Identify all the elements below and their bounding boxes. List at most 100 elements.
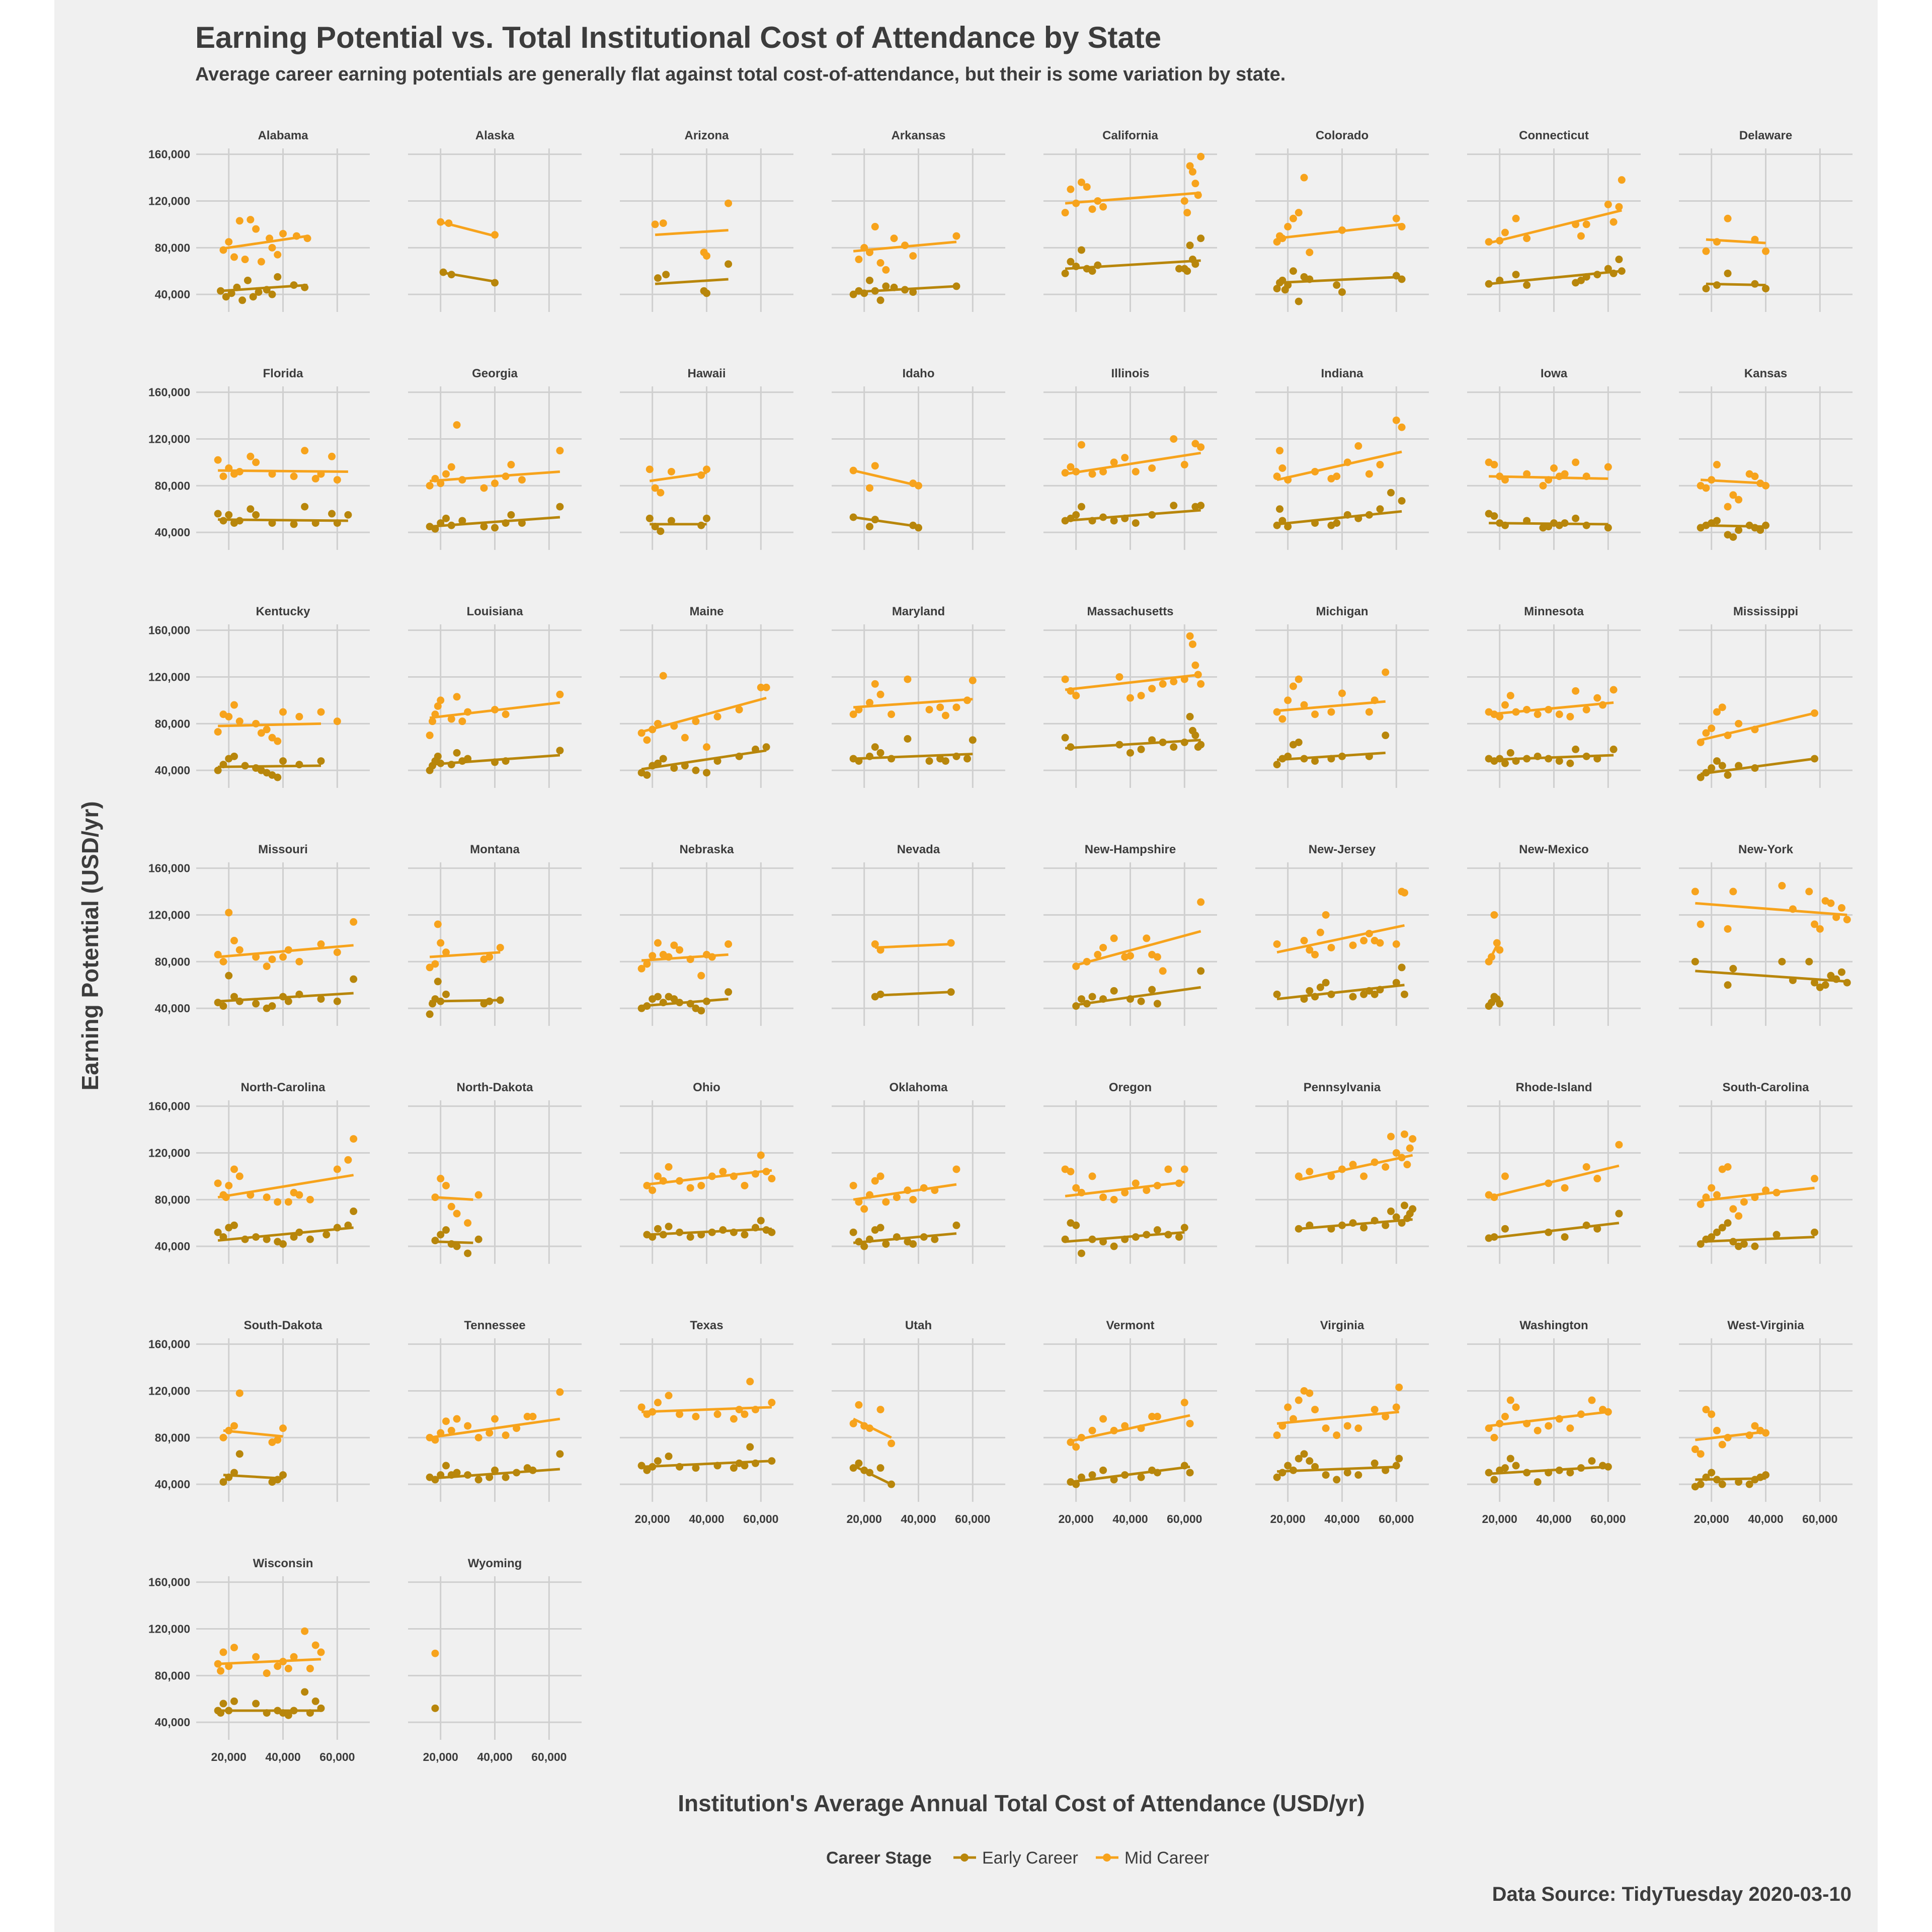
early-career-point	[1555, 1466, 1563, 1474]
mid-career-point	[1523, 705, 1531, 713]
mid-career-point	[431, 1436, 439, 1444]
early-career-point	[1349, 993, 1357, 1001]
early-career-point	[667, 517, 675, 525]
early-career-point	[1273, 761, 1281, 769]
mid-career-point	[904, 675, 912, 683]
facet-mississippi: Mississippi	[1679, 605, 1853, 788]
mid-career-point	[1403, 1161, 1411, 1169]
mid-career-point	[1496, 472, 1504, 480]
mid-career-point	[1295, 675, 1303, 683]
facet-strip-label: Maryland	[892, 605, 945, 618]
mid-career-point	[1708, 1184, 1716, 1192]
early-career-trend-line	[641, 998, 729, 1008]
mid-career-point	[1067, 185, 1075, 193]
early-career-point	[1398, 1219, 1406, 1227]
mid-career-point	[507, 461, 515, 469]
mid-career-point	[1143, 934, 1151, 942]
mid-career-point	[849, 466, 857, 474]
mid-career-point	[1153, 1413, 1161, 1421]
early-career-point	[1170, 743, 1178, 751]
early-career-point	[219, 1700, 227, 1708]
early-career-point	[1832, 975, 1840, 983]
early-career-point	[1534, 752, 1542, 760]
y-tick-label: 40,000	[155, 1478, 190, 1491]
mid-career-point	[637, 729, 646, 737]
early-career-point	[1137, 997, 1145, 1005]
mid-career-trend-line	[853, 469, 919, 487]
legend-mid-career[interactable]: Mid Career	[1096, 1848, 1209, 1868]
facet-strip-label: North-Dakota	[456, 1081, 533, 1094]
mid-career-point	[757, 1151, 765, 1159]
early-career-point	[1077, 1473, 1085, 1481]
early-career-point	[1072, 262, 1080, 270]
x-tick-label: 20,000	[1694, 1512, 1729, 1525]
mid-career-point	[1729, 1205, 1737, 1213]
facet-vermont: Vermont 20,000 40,000 60,000	[1043, 1319, 1217, 1525]
early-career-point	[637, 1462, 646, 1470]
mid-career-point	[637, 964, 646, 973]
mid-career-point	[225, 909, 233, 917]
mid-career-point	[952, 703, 960, 711]
early-career-point	[901, 286, 909, 294]
early-career-point	[915, 524, 922, 532]
mid-career-point	[274, 1436, 282, 1444]
mid-career-point	[556, 1388, 564, 1396]
mid-career-point	[1343, 458, 1351, 466]
early-career-point	[1490, 1233, 1498, 1241]
mid-career-point	[1724, 1163, 1732, 1171]
mid-career-point	[915, 481, 922, 490]
mid-career-point	[1724, 1433, 1732, 1441]
early-career-point	[1159, 738, 1167, 746]
facet-strip-label: Oregon	[1109, 1081, 1152, 1094]
mid-career-point	[963, 696, 972, 704]
facet-virginia: Virginia 20,000 40,000 60,000	[1255, 1319, 1429, 1525]
early-career-point	[1273, 285, 1281, 293]
mid-career-point	[252, 953, 260, 961]
early-career-point	[1708, 1233, 1716, 1241]
early-career-point	[1191, 260, 1199, 268]
early-career-point	[1506, 1455, 1514, 1463]
mid-career-point	[447, 463, 455, 471]
mid-career-point	[1485, 238, 1493, 246]
early-career-point	[1582, 1221, 1590, 1229]
early-career-point	[426, 1010, 434, 1018]
mid-career-point	[1183, 209, 1191, 217]
early-career-point	[1400, 990, 1408, 998]
early-career-trend-line	[655, 278, 729, 285]
mid-career-point	[1197, 680, 1205, 688]
mid-career-point	[263, 962, 271, 971]
mid-career-point	[1137, 692, 1145, 700]
mid-career-point	[1300, 174, 1308, 182]
facet-california: California	[1043, 129, 1217, 312]
early-career-point	[871, 743, 879, 751]
mid-career-point	[1702, 1193, 1710, 1201]
facet-minnesota: Minnesota	[1467, 605, 1641, 788]
x-tick-label: 40,000	[1324, 1512, 1359, 1525]
mid-career-point	[1708, 476, 1716, 484]
early-career-point	[1180, 1224, 1188, 1232]
early-career-point	[876, 749, 884, 757]
early-career-point	[1713, 757, 1721, 765]
early-career-point	[882, 282, 890, 290]
mid-career-point	[1322, 911, 1330, 919]
early-career-point	[1365, 752, 1373, 760]
early-career-point	[453, 1469, 461, 1477]
early-career-point	[1311, 757, 1319, 765]
mid-career-point	[1284, 223, 1292, 231]
mid-career-point	[1077, 178, 1085, 186]
early-career-point	[1702, 1473, 1710, 1481]
mid-career-point	[855, 1198, 863, 1206]
legend-early-career[interactable]: Early Career	[953, 1848, 1078, 1868]
mid-career-point	[725, 199, 733, 207]
mid-career-point	[1094, 197, 1102, 205]
mid-career-point	[768, 1399, 776, 1407]
early-career-point	[643, 771, 651, 779]
early-career-point	[654, 993, 662, 1001]
mid-career-point	[1148, 464, 1156, 472]
early-career-point	[1724, 269, 1732, 277]
mid-career-point	[1083, 183, 1091, 191]
early-career-point	[1295, 738, 1303, 746]
mid-career-point	[437, 1175, 445, 1183]
early-career-point	[1072, 1480, 1080, 1488]
facet-delaware: Delaware	[1679, 129, 1853, 312]
